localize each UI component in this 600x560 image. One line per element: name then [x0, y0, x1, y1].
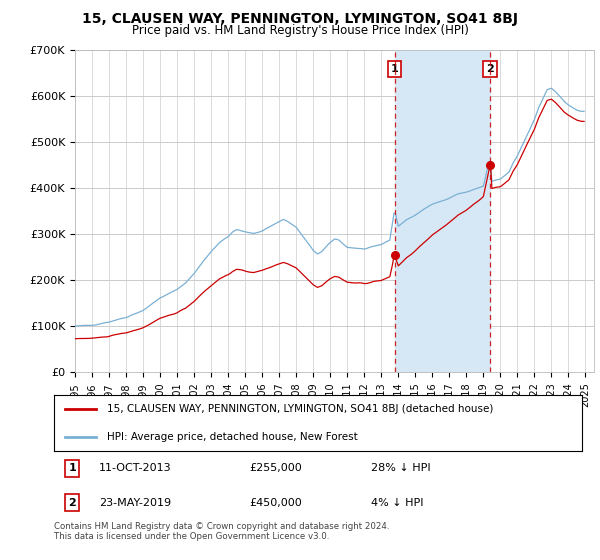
Text: Contains HM Land Registry data © Crown copyright and database right 2024.
This d: Contains HM Land Registry data © Crown c… — [54, 522, 389, 542]
Text: 1: 1 — [391, 64, 398, 74]
Text: 1: 1 — [68, 464, 76, 473]
Text: 23-MAY-2019: 23-MAY-2019 — [99, 497, 171, 507]
Text: Price paid vs. HM Land Registry's House Price Index (HPI): Price paid vs. HM Land Registry's House … — [131, 24, 469, 37]
Text: HPI: Average price, detached house, New Forest: HPI: Average price, detached house, New … — [107, 432, 358, 442]
Text: 2: 2 — [486, 64, 494, 74]
Text: 4% ↓ HPI: 4% ↓ HPI — [371, 497, 424, 507]
Text: £450,000: £450,000 — [250, 497, 302, 507]
Text: 15, CLAUSEN WAY, PENNINGTON, LYMINGTON, SO41 8BJ: 15, CLAUSEN WAY, PENNINGTON, LYMINGTON, … — [82, 12, 518, 26]
Text: 15, CLAUSEN WAY, PENNINGTON, LYMINGTON, SO41 8BJ (detached house): 15, CLAUSEN WAY, PENNINGTON, LYMINGTON, … — [107, 404, 493, 414]
Text: 2: 2 — [68, 497, 76, 507]
Text: £255,000: £255,000 — [250, 464, 302, 473]
Text: 11-OCT-2013: 11-OCT-2013 — [99, 464, 172, 473]
Text: 28% ↓ HPI: 28% ↓ HPI — [371, 464, 430, 473]
